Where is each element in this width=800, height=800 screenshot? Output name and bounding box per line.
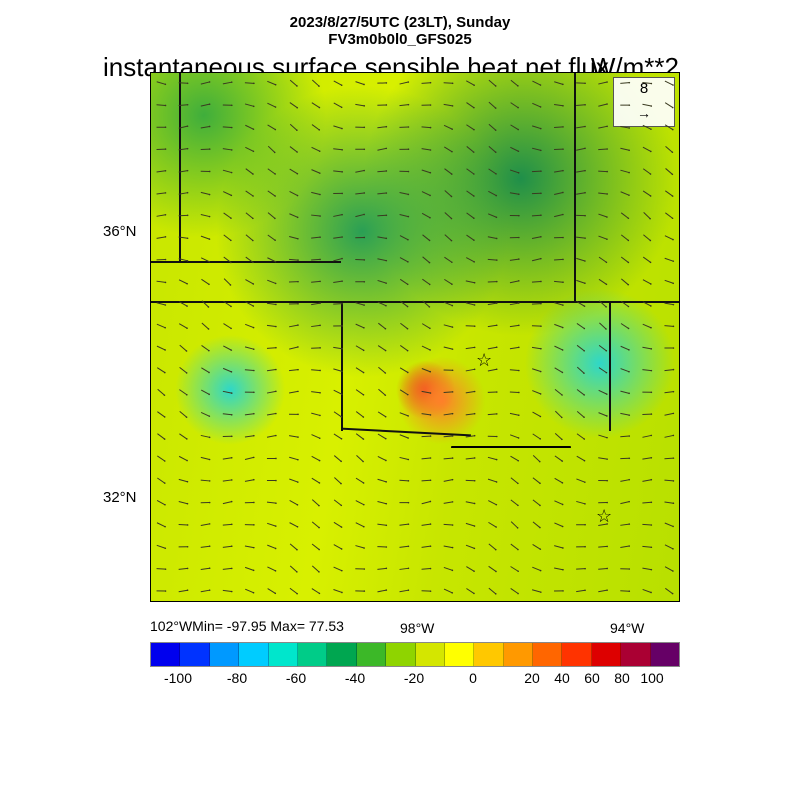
state-border-panhandle-vertical-left [179, 73, 181, 261]
cb-segment-9 [416, 643, 445, 666]
cb-segment-12 [504, 643, 533, 666]
station-marker-south[interactable]: ☆ [596, 507, 612, 525]
cb-segment-2 [210, 643, 239, 666]
lon-label-94: 94°W [610, 620, 644, 636]
cb-segment-17 [651, 643, 679, 666]
cb-segment-11 [474, 643, 503, 666]
heat-flux-map[interactable]: ☆ ☆ 8 → [150, 72, 680, 602]
cb-tick--60: -60 [286, 670, 306, 686]
cb-segment-13 [533, 643, 562, 666]
cb-segment-7 [357, 643, 386, 666]
colorbar-gradient[interactable] [150, 642, 680, 667]
state-border-missouri-vertical [574, 73, 576, 301]
cb-segment-8 [386, 643, 415, 666]
state-border-oklahoma-texas-vertical [341, 301, 343, 431]
wind-legend-value: 8 [614, 80, 674, 97]
datetime-title: 2023/8/27/5UTC (23LT), Sunday [0, 14, 800, 31]
cb-segment-1 [180, 643, 209, 666]
lat-label-36N: 36°N [103, 223, 137, 240]
cb-tick-20: 20 [524, 670, 540, 686]
cb-tick--20: -20 [404, 670, 424, 686]
minmax-text: Min= -97.95 Max= 77.53 [192, 618, 344, 634]
state-border-arkansas-vertical [609, 301, 611, 431]
cb-segment-16 [621, 643, 650, 666]
cb-tick-80: 80 [614, 670, 630, 686]
cb-tick--100: -100 [164, 670, 192, 686]
lon-label-98: 98°W [400, 620, 434, 636]
cb-segment-5 [298, 643, 327, 666]
cb-tick-100: 100 [640, 670, 663, 686]
cb-tick-0: 0 [469, 670, 477, 686]
cb-segment-3 [239, 643, 268, 666]
state-border-oklahoma-texas-diagonal [341, 428, 471, 437]
wind-scale-arrow-icon: → [614, 105, 674, 121]
cb-tick--40: -40 [345, 670, 365, 686]
lon-label-102: 102°W [150, 618, 192, 634]
red-river-icon [451, 428, 571, 448]
colorbar-tick-labels: -100 -80 -60 -40 -20 0 20 40 60 80 100 [150, 670, 680, 690]
cb-segment-14 [562, 643, 591, 666]
weather-map-screenshot: 2023/8/27/5UTC (23LT), Sunday FV3m0b0l0_… [0, 0, 800, 800]
minmax-label: 102°WMin= -97.95 Max= 77.53 [150, 618, 344, 634]
cb-segment-4 [269, 643, 298, 666]
lat-label-32N: 32°N [103, 489, 137, 506]
model-title: FV3m0b0l0_GFS025 [0, 31, 800, 48]
state-border-panhandle-horizontal-top [151, 261, 341, 263]
cb-segment-0 [151, 643, 180, 666]
state-border-kansas-line [151, 301, 680, 303]
header-titles: 2023/8/27/5UTC (23LT), Sunday FV3m0b0l0_… [0, 14, 800, 48]
cb-tick-40: 40 [554, 670, 570, 686]
cb-segment-10 [445, 643, 474, 666]
cb-segment-15 [592, 643, 621, 666]
cb-tick--80: -80 [227, 670, 247, 686]
cb-tick-60: 60 [584, 670, 600, 686]
station-marker-north[interactable]: ☆ [476, 351, 492, 369]
cb-segment-6 [327, 643, 356, 666]
wind-legend-box[interactable]: 8 → [613, 77, 675, 127]
